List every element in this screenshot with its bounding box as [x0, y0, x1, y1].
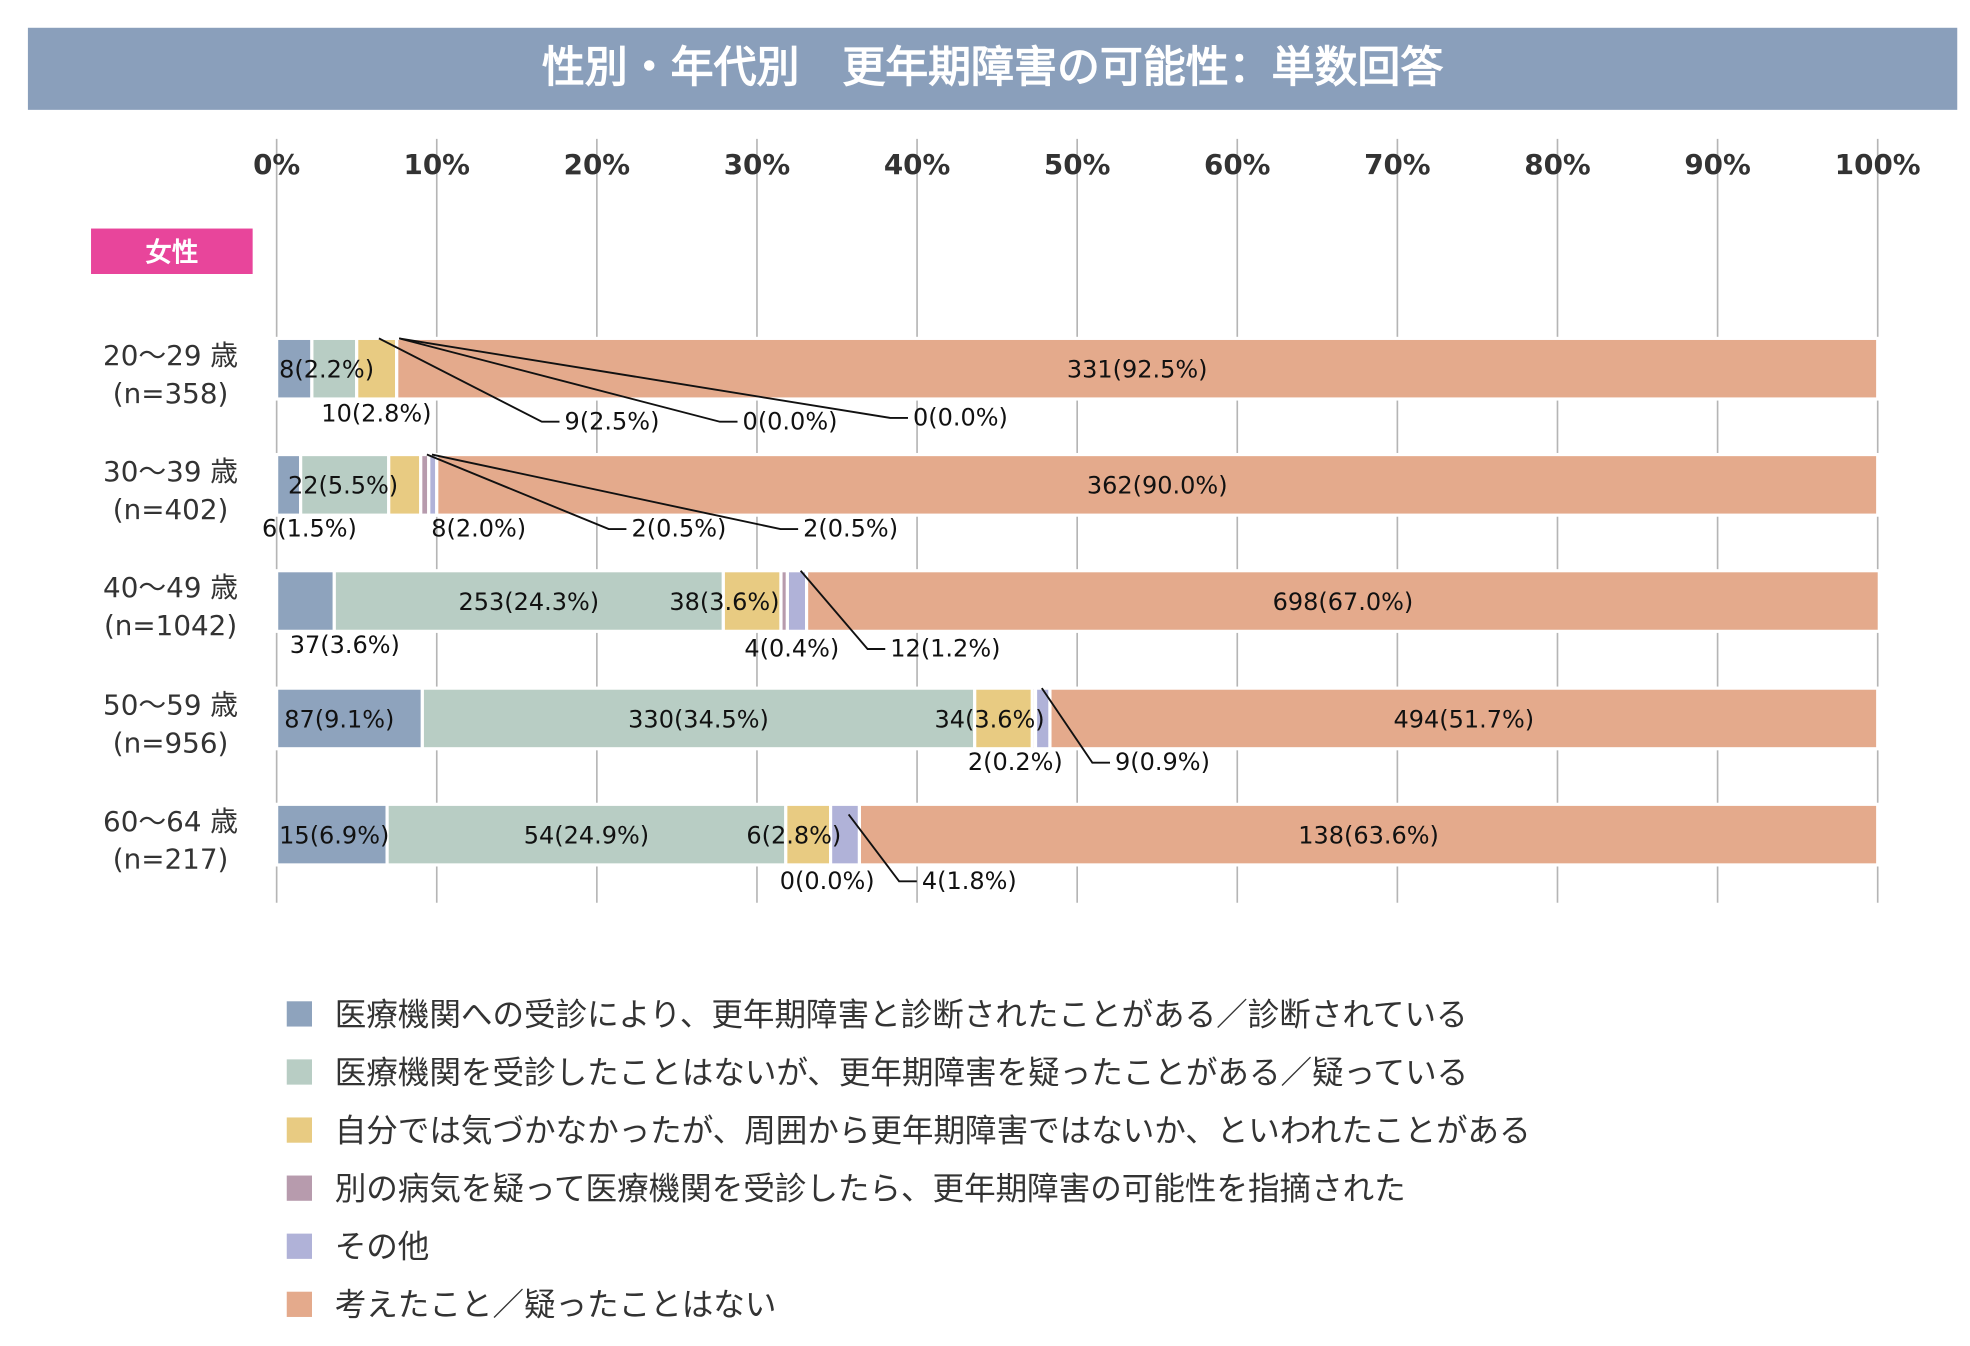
leader-line [1041, 687, 1111, 764]
x-tick-label: 0% [253, 148, 300, 181]
legend-swatch [286, 1117, 312, 1143]
data-label: 698(67.0%) [1273, 588, 1414, 616]
x-tick-label: 70% [1364, 148, 1430, 181]
bar-segment [721, 569, 783, 633]
data-label: 0(0.0%) [780, 867, 875, 895]
bar-segment [395, 336, 1880, 401]
data-label: 2(0.5%) [803, 515, 898, 543]
bar-segment [387, 452, 423, 517]
legend-swatch [286, 1233, 312, 1259]
bar-segment [973, 686, 1034, 751]
data-label: 12(1.2%) [890, 635, 1000, 663]
leader-line [378, 337, 560, 423]
legend-label: 自分では気づかなかったが、周囲から更年期障害ではないか、といわれたことがある [335, 1113, 1531, 1149]
category-n-label: (n=217) [113, 843, 229, 876]
data-label: 2(0.5%) [631, 515, 726, 543]
data-label: 0(0.0%) [913, 404, 1008, 432]
data-label: 4(1.8%) [922, 867, 1017, 895]
x-tick-label: 10% [404, 148, 470, 181]
legend-swatch [286, 1175, 312, 1201]
legend-label: 医療機関への受診により、更年期障害と診断されたことがある／診断されている [335, 997, 1468, 1033]
data-label: 38(3.6%) [669, 588, 779, 616]
x-tick-label: 60% [1204, 148, 1270, 181]
data-label: 15(6.9%) [279, 821, 389, 849]
legend-label: 考えたこと／疑ったことはない [335, 1288, 777, 1324]
bar-segment [1048, 686, 1880, 751]
x-tick-label: 30% [724, 148, 790, 181]
chart-title: 性別・年代別 更年期障害の可能性：単数回答 [542, 43, 1443, 93]
x-tick-label: 100% [1835, 148, 1921, 181]
category-n-label: (n=402) [113, 493, 229, 526]
leader-line [398, 337, 738, 423]
bar-segment [355, 336, 399, 401]
bar-segment [275, 569, 336, 633]
data-label: 54(24.9%) [524, 821, 649, 849]
data-label: 8(2.0%) [431, 515, 526, 543]
data-label: 253(24.3%) [458, 588, 599, 616]
bar-segment [829, 802, 862, 867]
x-tick-label: 90% [1684, 148, 1750, 181]
data-label: 331(92.5%) [1067, 356, 1208, 384]
bar-segment [299, 452, 391, 517]
category-label: 20～29 歳 [103, 339, 238, 372]
category-n-label: (n=1042) [104, 609, 237, 642]
bar-segment [857, 802, 1880, 867]
group-badge [91, 228, 253, 274]
data-label: 138(63.6%) [1298, 821, 1439, 849]
group-label: 女性 [145, 237, 198, 268]
data-label: 10(2.8%) [321, 400, 431, 428]
title-bar [27, 27, 1958, 110]
bar-segment [275, 686, 424, 751]
data-label: 362(90.0%) [1087, 472, 1228, 500]
x-tick-label: 20% [564, 148, 630, 181]
data-label: 8(2.2%) [279, 356, 374, 384]
data-label: 2(0.2%) [968, 748, 1063, 776]
leader-line [431, 453, 799, 531]
data-label: 34(3.6%) [934, 705, 1044, 733]
legend-label: 医療機関を受診したことはないが、更年期障害を疑ったことがある／疑っている [335, 1055, 1468, 1091]
bar-segment [435, 452, 1880, 517]
data-label: 494(51.7%) [1393, 705, 1534, 733]
legend-swatch [286, 1001, 312, 1027]
bar-segment [805, 569, 1881, 633]
bar-segment [784, 802, 833, 867]
data-label: 37(3.6%) [290, 631, 400, 659]
data-label: 330(34.5%) [628, 705, 769, 733]
leader-line [799, 570, 886, 650]
data-label: 9(0.9%) [1115, 748, 1210, 776]
category-n-label: (n=956) [113, 727, 229, 760]
data-label: 6(1.5%) [262, 515, 357, 543]
data-label: 6(2.8%) [746, 821, 841, 849]
legend-swatch [286, 1291, 312, 1317]
data-label: 4(0.4%) [744, 635, 839, 663]
category-label: 40～49 歳 [103, 571, 238, 604]
leader-line [398, 337, 908, 419]
category-n-label: (n=358) [113, 377, 229, 410]
bar-segment [275, 802, 389, 867]
category-label: 50～59 歳 [103, 689, 238, 722]
leader-line [426, 453, 627, 531]
bar-segment [420, 686, 977, 751]
x-tick-label: 50% [1044, 148, 1110, 181]
bar-segment [785, 569, 809, 633]
data-label: 87(9.1%) [284, 705, 394, 733]
x-tick-label: 40% [884, 148, 950, 181]
legend-swatch [286, 1059, 312, 1085]
leader-line [847, 813, 917, 883]
category-label: 60～64 歳 [103, 805, 238, 838]
data-label: 0(0.0%) [743, 407, 838, 435]
x-tick-label: 80% [1524, 148, 1590, 181]
legend-label: 別の病気を疑って医療機関を受診したら、更年期障害の可能性を指摘された [335, 1172, 1406, 1208]
bar-segment [332, 569, 725, 633]
data-label: 9(2.5%) [565, 407, 660, 435]
legend-label: その他 [335, 1230, 430, 1266]
data-label: 22(5.5%) [288, 472, 398, 500]
category-label: 30～39 歳 [103, 455, 238, 488]
